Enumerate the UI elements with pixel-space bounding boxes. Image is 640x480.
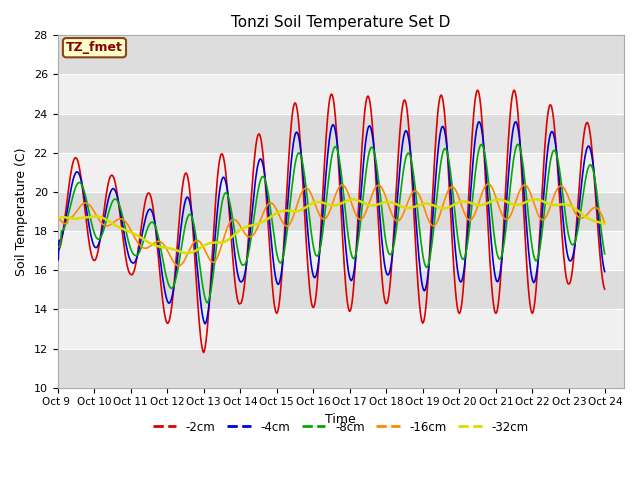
Bar bbox=[58, 231, 624, 270]
Bar bbox=[58, 74, 624, 114]
Bar bbox=[58, 36, 624, 74]
Bar bbox=[58, 153, 624, 192]
Y-axis label: Soil Temperature (C): Soil Temperature (C) bbox=[15, 147, 28, 276]
Title: Tonzi Soil Temperature Set D: Tonzi Soil Temperature Set D bbox=[231, 15, 451, 30]
Bar bbox=[58, 310, 624, 348]
X-axis label: Time: Time bbox=[325, 413, 356, 426]
Legend: -2cm, -4cm, -8cm, -16cm, -32cm: -2cm, -4cm, -8cm, -16cm, -32cm bbox=[148, 416, 533, 438]
Bar bbox=[58, 114, 624, 153]
Text: TZ_fmet: TZ_fmet bbox=[66, 41, 123, 54]
Bar bbox=[58, 192, 624, 231]
Bar bbox=[58, 270, 624, 310]
Bar bbox=[58, 348, 624, 388]
